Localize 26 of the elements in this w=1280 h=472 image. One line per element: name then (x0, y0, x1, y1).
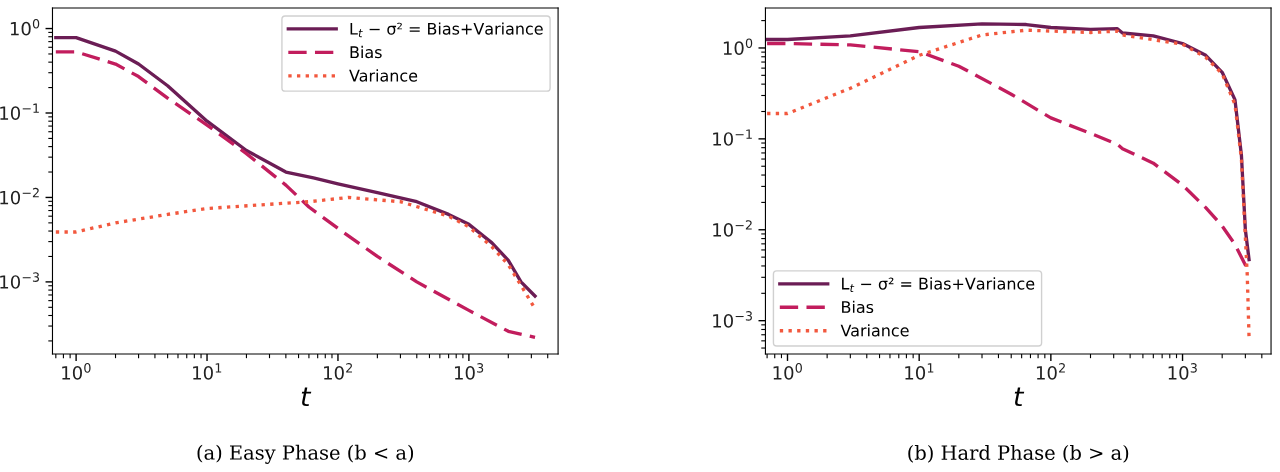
x-tick-label: 10$^{2}$ (324, 363, 352, 380)
y-tick-label: 10$^{−3}$ (0, 272, 40, 289)
y-tick-label: 10$^{0}$ (723, 38, 753, 55)
x-tick-label: 10$^{1}$ (193, 363, 222, 380)
x-tick-label: 10$^{3}$ (454, 363, 484, 380)
y-tick-label: 10$^{0}$ (10, 18, 40, 36)
legend-label: Variance (349, 69, 418, 82)
x-tick-label: 10$^{0}$ (62, 363, 91, 380)
legend-label: Bias (350, 45, 382, 59)
y-tick-label: 10$^{−1}$ (713, 129, 752, 146)
y-tick-label: 10$^{−2}$ (713, 220, 752, 237)
x-tick-label: 10$^{0}$ (773, 363, 802, 380)
legend-label: Variance (840, 324, 909, 337)
x-axis-title: t (1014, 387, 1025, 407)
x-axis-title: t (301, 387, 312, 407)
x-tick-label: 10$^{1}$ (905, 363, 934, 380)
legend-label: L$_{t}$ − σ² = Bias+Variance (842, 277, 1035, 293)
x-tick-label: 10$^{2}$ (1036, 363, 1065, 380)
text: (a) Easy Phase (b < a) (197, 444, 414, 464)
x-tick-label: 10$^{3}$ (1168, 363, 1197, 380)
text: (b) Hard Phase (b > a) (908, 444, 1129, 463)
y-tick-label: 10$^{−1}$ (0, 103, 39, 120)
legend-label: Bias (842, 300, 874, 314)
legend-label: L$_{t}$ − σ² = Bias+Variance (350, 22, 543, 38)
y-tick-label: 10$^{−3}$ (713, 311, 752, 328)
y-tick-label: 10$^{−2}$ (0, 187, 39, 205)
